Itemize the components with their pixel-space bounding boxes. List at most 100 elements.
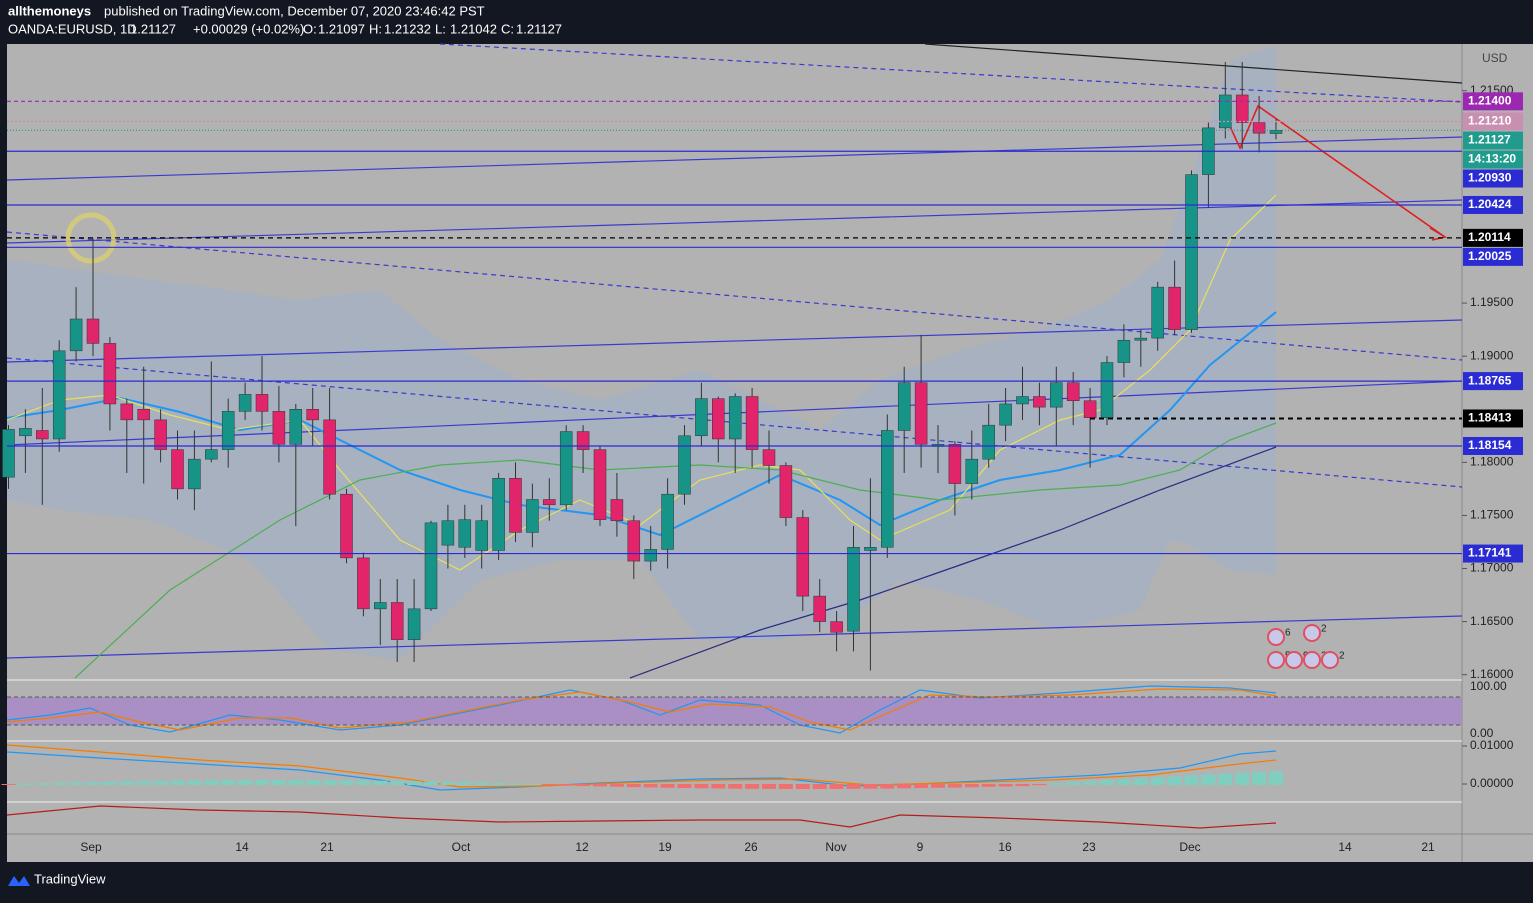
macd-line — [6, 744, 1277, 788]
candle-body — [86, 318, 100, 344]
trend-line — [924, 43, 1463, 84]
y-tick-label: 1.16000 — [1470, 667, 1514, 681]
published: published on TradingView.com, December 0… — [104, 3, 485, 18]
candle-body — [1235, 94, 1249, 123]
event-icon — [1285, 651, 1303, 669]
macd-histogram — [1, 784, 16, 785]
ohlc-value: 1.21232 — [384, 21, 431, 36]
macd-histogram — [457, 782, 472, 785]
y-tick-label: 1.16500 — [1470, 614, 1514, 628]
x-tick-label: 16 — [998, 840, 1012, 854]
candle-body — [576, 431, 590, 450]
macd-histogram — [643, 784, 658, 788]
candle-body — [19, 428, 32, 437]
candle-body — [965, 458, 979, 484]
moving-average — [74, 422, 1277, 679]
macd-histogram — [626, 784, 641, 788]
price-label-box — [1463, 228, 1523, 247]
symbol: OANDA:EURUSD, 1D — [8, 21, 137, 36]
price-label-box — [1463, 247, 1523, 266]
brand-logo — [8, 876, 30, 886]
trend-line — [6, 136, 1463, 181]
event-icon — [1303, 651, 1321, 669]
candle-body — [137, 408, 150, 421]
macd-histogram — [1167, 776, 1182, 785]
bollinger-band — [7, 46, 1276, 660]
y-tick-label: 1.19500 — [1470, 295, 1514, 309]
price-label: 1.18765 — [1468, 373, 1512, 387]
candle-body — [1066, 382, 1080, 402]
moving-average — [6, 311, 1277, 537]
last-price: 1.21127 — [130, 21, 176, 36]
macd-histogram — [1252, 772, 1267, 785]
y-tick-label: 1.19000 — [1470, 348, 1514, 362]
macd-histogram — [660, 784, 675, 788]
event-icon — [1303, 624, 1321, 642]
candle-body — [340, 493, 353, 559]
x-tick-label: 21 — [1421, 840, 1435, 854]
macd-histogram — [1133, 778, 1148, 785]
x-tick-label: Dec — [1179, 840, 1200, 854]
candle-body — [1219, 94, 1232, 129]
macd-histogram — [728, 784, 743, 789]
event-icon — [1267, 651, 1285, 669]
macd-histogram — [880, 784, 895, 789]
macd-histogram — [863, 784, 878, 789]
candle-body — [492, 478, 505, 551]
candle-body — [374, 602, 387, 610]
candle-body — [36, 430, 49, 440]
ohlc-value: 1.21097 — [318, 21, 365, 36]
price-label: 1.20114 — [1468, 230, 1511, 244]
macd-histogram — [1218, 773, 1233, 785]
x-tick-label: 21 — [320, 840, 334, 854]
event-icon — [1267, 628, 1285, 646]
candle-body — [221, 411, 235, 450]
candle-body — [69, 318, 83, 352]
macd-histogram — [964, 784, 979, 788]
y-tick-label: 1.17500 — [1470, 508, 1514, 522]
candle-body — [982, 424, 995, 460]
price-label: 1.18154 — [1468, 438, 1512, 452]
candle-body — [948, 444, 962, 484]
macd-histogram — [998, 784, 1013, 787]
macd-histogram — [745, 784, 760, 789]
trend-line — [6, 615, 1463, 659]
currency: USD — [1482, 51, 1508, 65]
y-tick-label: 1.17000 — [1470, 561, 1514, 575]
macd-histogram — [931, 784, 945, 788]
price-label-box — [1463, 169, 1523, 188]
candle-body — [407, 608, 421, 640]
price-label-box — [1463, 195, 1523, 214]
macd-histogram — [914, 784, 929, 789]
candle-body — [458, 519, 472, 548]
macd-histogram — [812, 784, 827, 789]
macd-histogram — [1049, 783, 1064, 785]
x-tick-label: 9 — [917, 840, 924, 854]
indicator-line — [6, 805, 1277, 829]
price-label-box — [1463, 131, 1523, 150]
macd-histogram — [356, 780, 371, 785]
candle-body — [830, 621, 843, 633]
candle-body — [610, 499, 624, 521]
price-label-box — [1463, 409, 1523, 428]
macd-histogram — [1150, 777, 1165, 785]
candle-body — [712, 398, 725, 440]
macd-histogram — [424, 781, 438, 785]
macd-histogram — [170, 780, 185, 785]
candle-body — [2, 429, 15, 478]
y-tick-label: 1.18000 — [1470, 455, 1514, 469]
candle-body — [695, 398, 708, 437]
macd-histogram — [271, 780, 286, 785]
candle-body — [52, 350, 66, 440]
macd-histogram — [981, 784, 996, 787]
candle-body — [526, 499, 539, 533]
candle-body — [1050, 382, 1063, 408]
macd-histogram — [846, 784, 861, 789]
candle-body — [323, 419, 336, 495]
price-label: 1.20424 — [1468, 197, 1512, 211]
candle-body — [559, 431, 573, 506]
macd-histogram — [508, 783, 523, 785]
macd-histogram — [407, 781, 422, 785]
macd-histogram — [559, 784, 574, 786]
trend-line — [6, 231, 1463, 361]
